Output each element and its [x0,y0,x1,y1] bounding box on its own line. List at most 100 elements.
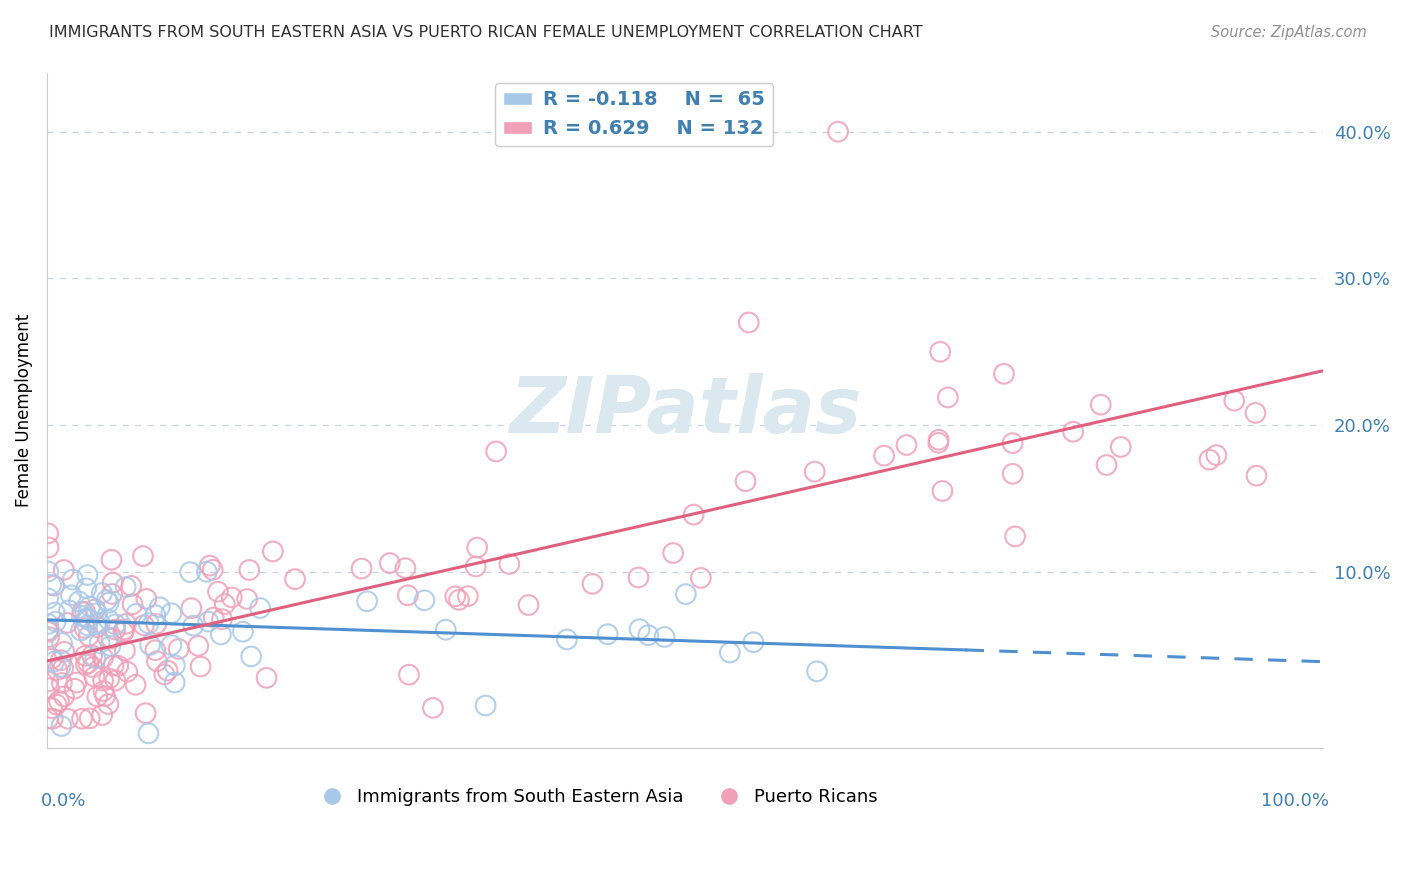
Puerto Ricans [190,659,212,673]
Puerto Ricans [1001,467,1024,481]
Puerto Ricans [198,558,221,573]
Puerto Ricans [83,669,105,683]
Immigrants from South Eastern Asia [125,607,148,621]
Puerto Ricans [498,557,520,571]
Puerto Ricans [37,624,59,639]
Puerto Ricans [1004,529,1026,543]
Puerto Ricans [49,653,72,667]
Immigrants from South Eastern Asia [163,658,186,673]
Puerto Ricans [662,546,685,560]
Puerto Ricans [394,561,416,575]
Immigrants from South Eastern Asia [97,596,120,610]
Puerto Ricans [689,571,711,585]
Puerto Ricans [236,591,259,606]
Puerto Ricans [135,706,157,721]
Puerto Ricans [734,475,756,489]
Puerto Ricans [927,435,949,450]
Puerto Ricans [1001,436,1024,450]
Puerto Ricans [153,667,176,681]
Puerto Ricans [146,654,169,668]
Puerto Ricans [928,433,950,447]
Puerto Ricans [738,315,761,329]
Puerto Ricans [827,125,849,139]
Puerto Ricans [82,648,104,663]
Puerto Ricans [38,630,60,644]
Puerto Ricans [100,553,122,567]
Puerto Ricans [167,642,190,657]
Puerto Ricans [936,391,959,405]
Puerto Ricans [38,681,60,696]
Text: IMMIGRANTS FROM SOUTH EASTERN ASIA VS PUERTO RICAN FEMALE UNEMPLOYMENT CORRELATI: IMMIGRANTS FROM SOUTH EASTERN ASIA VS PU… [49,25,922,40]
Puerto Ricans [207,584,229,599]
Immigrants from South Eastern Asia [45,615,67,629]
Puerto Ricans [422,701,444,715]
Immigrants from South Eastern Asia [249,601,271,615]
Puerto Ricans [38,541,60,555]
Immigrants from South Eastern Asia [596,627,619,641]
Puerto Ricans [45,698,67,712]
Immigrants from South Eastern Asia [160,638,183,652]
Immigrants from South Eastern Asia [138,726,160,740]
Immigrants from South Eastern Asia [718,645,741,659]
Puerto Ricans [682,508,704,522]
Puerto Ricans [104,623,127,637]
Puerto Ricans [37,674,59,689]
Puerto Ricans [993,367,1015,381]
Puerto Ricans [52,563,75,577]
Puerto Ricans [120,579,142,593]
Immigrants from South Eastern Asia [62,573,84,587]
Puerto Ricans [350,561,373,575]
Puerto Ricans [72,605,94,619]
Legend: Immigrants from South Eastern Asia, Puerto Ricans: Immigrants from South Eastern Asia, Puer… [307,780,884,814]
Puerto Ricans [93,684,115,698]
Immigrants from South Eastern Asia [39,577,62,591]
Puerto Ricans [77,656,100,670]
Puerto Ricans [256,671,278,685]
Immigrants from South Eastern Asia [97,612,120,626]
Puerto Ricans [84,602,107,616]
Puerto Ricans [396,588,419,602]
Puerto Ricans [51,676,73,690]
Immigrants from South Eastern Asia [114,580,136,594]
Puerto Ricans [1090,398,1112,412]
Puerto Ricans [77,629,100,643]
Puerto Ricans [63,681,86,696]
Puerto Ricans [97,631,120,645]
Puerto Ricans [82,660,104,674]
Puerto Ricans [485,444,508,458]
Immigrants from South Eastern Asia [654,630,676,644]
Puerto Ricans [101,587,124,601]
Puerto Ricans [221,591,243,605]
Puerto Ricans [112,623,135,637]
Puerto Ricans [1205,448,1227,462]
Puerto Ricans [91,673,114,688]
Immigrants from South Eastern Asia [197,615,219,629]
Immigrants from South Eastern Asia [179,565,201,579]
Puerto Ricans [447,592,470,607]
Puerto Ricans [42,712,65,726]
Immigrants from South Eastern Asia [138,616,160,631]
Puerto Ricans [132,549,155,563]
Immigrants from South Eastern Asia [742,635,765,649]
Immigrants from South Eastern Asia [181,618,204,632]
Puerto Ricans [46,663,69,677]
Immigrants from South Eastern Asia [637,628,659,642]
Immigrants from South Eastern Asia [806,665,828,679]
Immigrants from South Eastern Asia [91,586,114,600]
Immigrants from South Eastern Asia [356,594,378,608]
Immigrants from South Eastern Asia [58,603,80,617]
Puerto Ricans [1062,425,1084,439]
Immigrants from South Eastern Asia [195,565,218,579]
Immigrants from South Eastern Asia [84,651,107,665]
Immigrants from South Eastern Asia [100,639,122,653]
Puerto Ricans [86,620,108,634]
Text: 0.0%: 0.0% [41,792,86,810]
Immigrants from South Eastern Asia [240,649,263,664]
Puerto Ricans [180,601,202,615]
Puerto Ricans [143,643,166,657]
Immigrants from South Eastern Asia [37,591,59,606]
Puerto Ricans [1198,452,1220,467]
Puerto Ricans [238,563,260,577]
Puerto Ricans [91,708,114,723]
Puerto Ricans [56,615,79,630]
